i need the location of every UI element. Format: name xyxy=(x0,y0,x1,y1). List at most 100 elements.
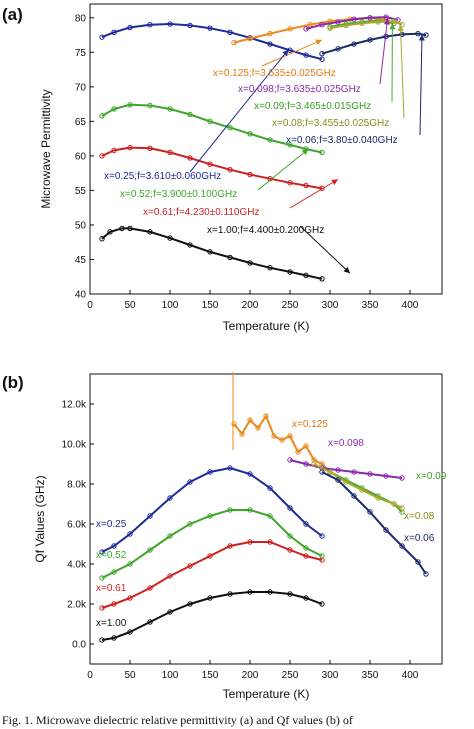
series-b-0-point xyxy=(187,479,193,485)
series-b-8-point xyxy=(351,493,357,499)
annotation-a-x025: x=0.25;f=3.610±0.060GHz xyxy=(104,171,221,182)
panel-b-series xyxy=(99,413,429,643)
series-b-4-point xyxy=(295,449,301,455)
series-b-7-point xyxy=(359,487,365,493)
series-a-2-point xyxy=(187,155,193,161)
y-tick-label: 80 xyxy=(75,13,87,24)
annotation-b-x025: x=0.25 xyxy=(96,519,127,530)
series-a-0-point xyxy=(303,52,309,58)
series-a-5-line xyxy=(305,16,399,30)
panel-b-label: (b) xyxy=(2,373,24,392)
series-a-1-point xyxy=(111,106,117,112)
series-b-4-line xyxy=(233,413,331,473)
series-b-5-point xyxy=(383,473,389,479)
series-b-4-point xyxy=(279,437,285,443)
series-b-0-point xyxy=(167,495,173,501)
series-a-5-point xyxy=(303,26,309,32)
series-b-1-point xyxy=(127,561,133,567)
x-tick-label: 0 xyxy=(87,300,93,311)
series-a-0-point xyxy=(187,22,193,29)
annotation-a-x052: x=0.52;f=3.900±0.100GHz xyxy=(120,189,237,200)
series-a-5-point xyxy=(319,22,325,28)
series-b-5-point xyxy=(287,457,293,463)
series-b-8-point xyxy=(423,571,429,577)
panel-a-label: (a) xyxy=(2,5,23,24)
y-tick-label: 60 xyxy=(75,151,87,162)
series-a-0-point xyxy=(227,29,233,36)
series-b-1-point xyxy=(187,521,193,527)
series-b-0-point xyxy=(319,533,325,539)
panel-b-x-ticks: 0 50 100 150 200 250 300 350 400 xyxy=(87,660,419,681)
series-b-7-point xyxy=(375,495,381,501)
series-a-3-point xyxy=(287,269,293,275)
series-a-0-point xyxy=(167,21,173,27)
series-b-7-point xyxy=(391,501,397,507)
series-b-8-line xyxy=(321,471,427,575)
series-b-2-point xyxy=(207,553,213,559)
x-tick-label: 100 xyxy=(162,670,179,681)
series-a-2-point xyxy=(207,161,213,167)
series-b-3-point xyxy=(147,619,153,625)
series-a-4-point xyxy=(287,26,293,32)
x-tick-label: 150 xyxy=(202,300,219,311)
panel-a-series xyxy=(99,14,429,282)
arrowhead-a-1 xyxy=(383,18,390,25)
y-tick-label: 70 xyxy=(75,82,87,93)
series-b-2-point xyxy=(187,563,193,569)
panel-a-x-ticks: 0 50 100 150 200 250 300 350 400 xyxy=(87,290,419,311)
annotation-a-x100: x=1.00;f=4.400±0.200GHz xyxy=(207,225,324,236)
series-a-4-point xyxy=(231,39,237,46)
arrowhead-a-3 xyxy=(397,24,404,31)
series-a-3-point xyxy=(319,276,325,282)
series-a-5-point xyxy=(335,19,341,25)
series-a-8-point xyxy=(415,30,421,37)
series-b-2-point xyxy=(247,539,253,545)
y-tick-label: 6.0k xyxy=(67,520,87,531)
panel-a: (a) 0 50 100 150 200 250 300 350 400 40 45 50 55 60 6… xyxy=(2,3,443,333)
series-a-1-point xyxy=(227,124,233,131)
series-b-4-point xyxy=(231,421,237,427)
arrowhead-a-2 xyxy=(389,23,396,30)
series-b-0-point xyxy=(247,471,253,477)
y-tick-label: 55 xyxy=(75,186,87,197)
series-a-0-point xyxy=(99,34,105,40)
series-a-8-point xyxy=(367,37,373,43)
series-b-1-point xyxy=(207,513,213,519)
series-a-7-point xyxy=(375,19,381,25)
series-a-5-point xyxy=(383,14,389,20)
series-a-3-point xyxy=(107,229,113,235)
series-a-0-point xyxy=(319,56,325,62)
series-a-0-point xyxy=(127,24,133,31)
series-b-0-point xyxy=(111,543,117,549)
series-b-3-point xyxy=(127,629,133,635)
y-tick-label: 12.0k xyxy=(62,400,87,411)
arrowhead-a-4 xyxy=(418,34,425,41)
series-b-0-point xyxy=(227,465,233,471)
series-a-1-point xyxy=(319,149,325,156)
y-tick-label: 8.0k xyxy=(67,480,87,491)
series-b-1-point xyxy=(111,569,117,575)
series-b-3-point xyxy=(319,601,325,607)
series-b-2-point xyxy=(319,557,325,563)
series-b-5-point xyxy=(351,469,357,475)
series-b-1-point xyxy=(147,547,153,553)
series-a-3-point xyxy=(99,236,105,242)
series-b-2-point xyxy=(287,547,293,553)
series-b-4-point xyxy=(287,433,293,439)
series-b-3-point xyxy=(227,591,233,597)
series-b-2-line xyxy=(101,541,323,609)
series-a-1-point xyxy=(127,102,133,108)
series-b-4-point xyxy=(247,417,253,423)
series-a-3-point xyxy=(207,249,213,255)
arrow-a-3 xyxy=(399,24,405,119)
arrow-a-5 xyxy=(189,49,289,173)
y-tick-label: 0.0 xyxy=(72,640,86,651)
series-b-3-point xyxy=(207,595,213,601)
arrow-a-4 xyxy=(419,34,423,136)
y-tick-label: 10.0k xyxy=(62,440,87,451)
series-b-1-point xyxy=(267,513,273,519)
series-b-7-point xyxy=(327,469,333,475)
series-b-8-point xyxy=(415,559,421,565)
series-b-5-point xyxy=(303,461,309,467)
